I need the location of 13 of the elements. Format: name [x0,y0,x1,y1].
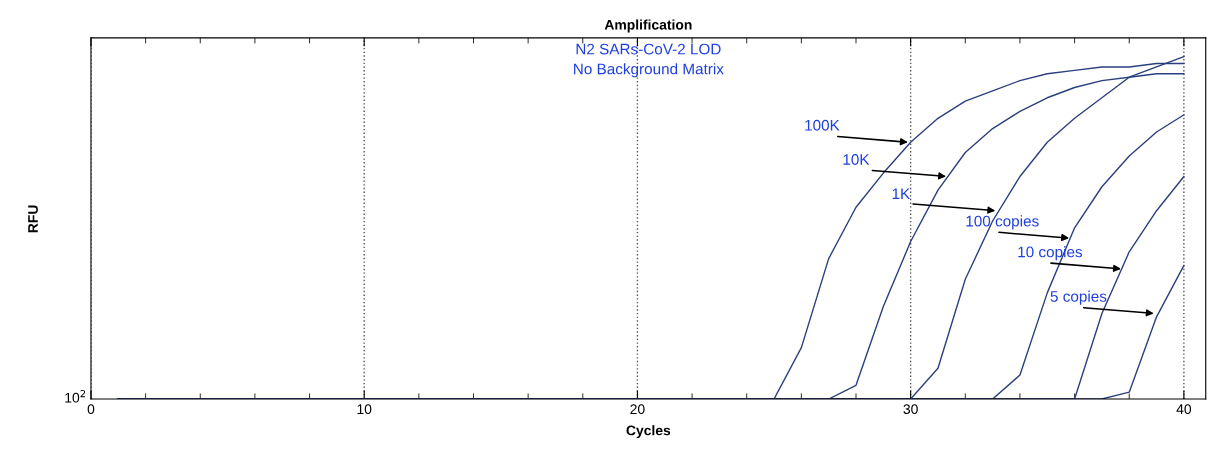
annotation: No Background Matrix [574,63,724,78]
text: 10$^{2}$ [65,389,86,403]
x-axis-title: Cycles [626,425,671,439]
x-tick-label: 0 [87,404,95,415]
annotation: 100K [805,119,840,131]
y-axis-title: RFU [28,205,38,233]
x-tick-label: 30 [903,404,918,415]
chart-title: Amplification [604,19,692,33]
x-tick-label: 40 [1176,404,1192,415]
x-tick-label: 20 [630,404,645,415]
text: N2 SARs-CoV-2 LOD [576,43,721,55]
x-tick-label: 10 [357,404,372,415]
annotation: 10K [843,154,870,165]
